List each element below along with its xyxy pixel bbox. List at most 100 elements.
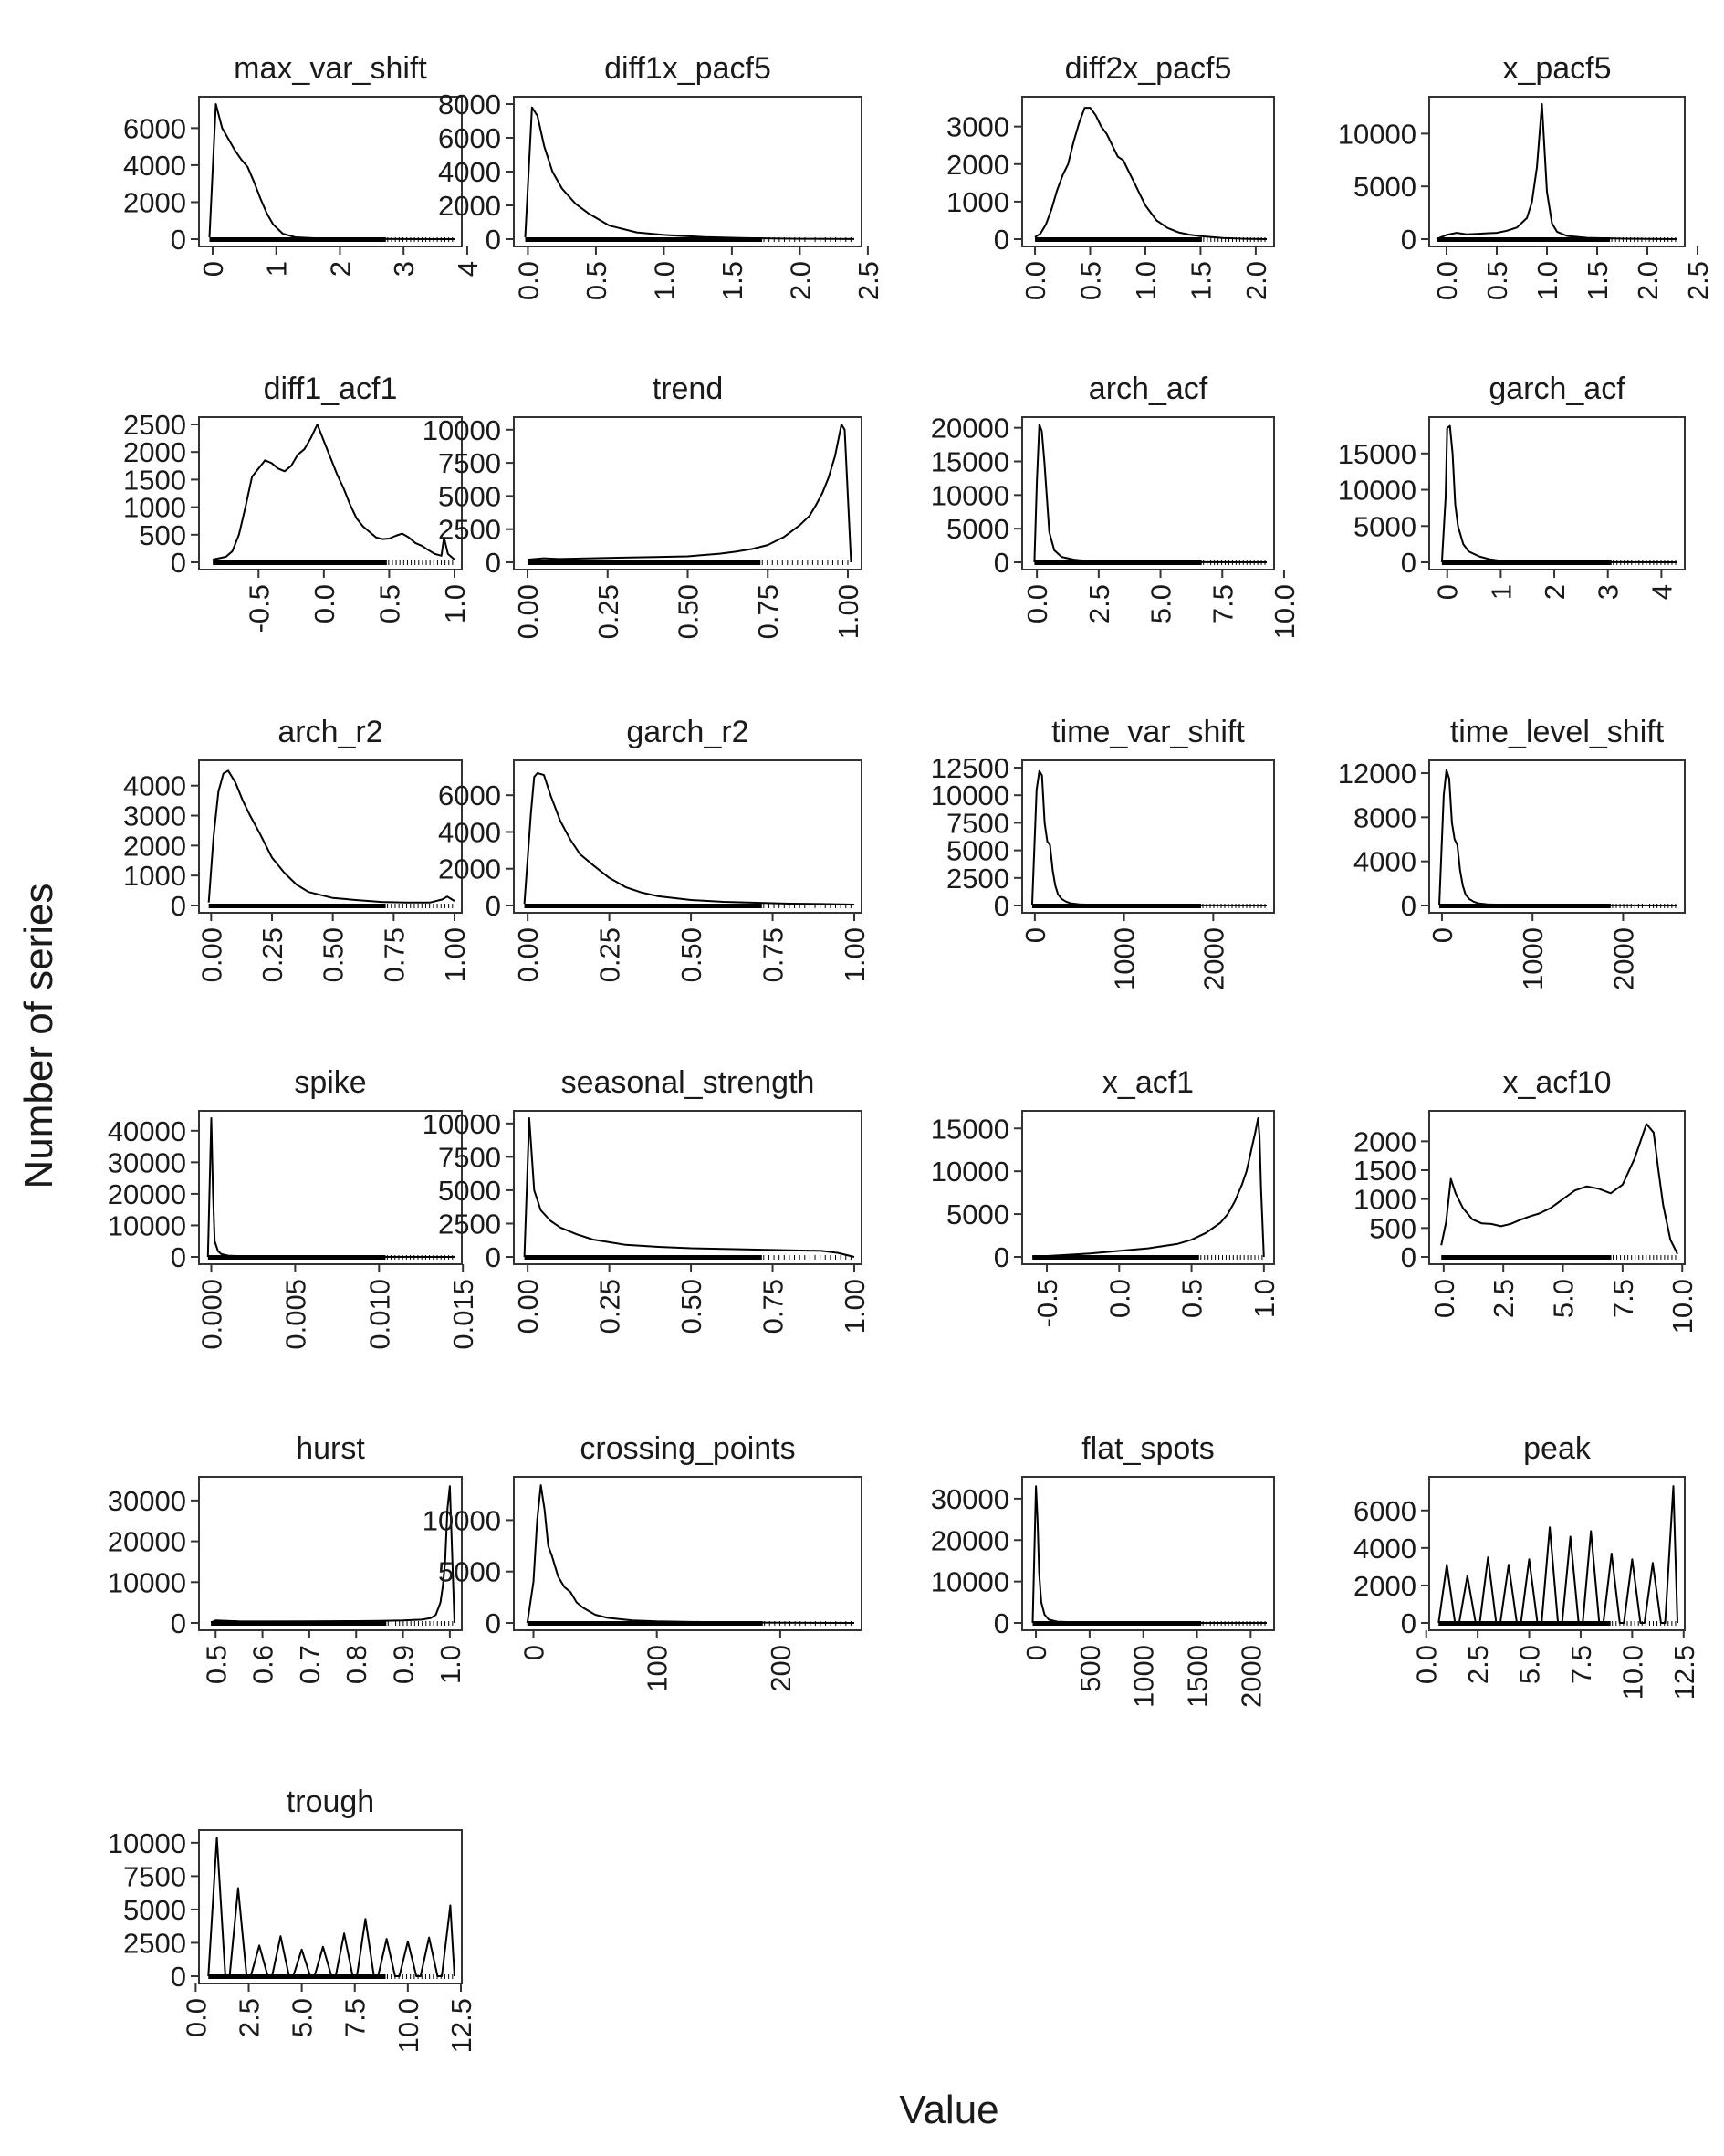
density-line (1030, 769, 1268, 906)
x-tick-label: 0.9 (388, 1645, 420, 1684)
panel-frame (1021, 416, 1275, 570)
y-tick-label: 0 (171, 547, 186, 579)
rug-dense (527, 1621, 763, 1626)
y-tick-label: 1500 (123, 464, 186, 496)
panel-frame (1428, 96, 1686, 247)
y-tick-label: 7500 (123, 1860, 186, 1892)
y-tick-label: 0 (994, 1241, 1009, 1273)
y-tick-label: 2000 (123, 436, 186, 468)
y-tick-label: 2000 (123, 186, 186, 218)
y-tick-label: 5000 (123, 1894, 186, 1926)
y-tick-label: 1500 (1353, 1155, 1416, 1187)
x-tick-label: 0.00 (512, 1279, 544, 1334)
y-tick-label: 6000 (123, 112, 186, 144)
y-tick-label: 12500 (931, 752, 1009, 784)
rug-marks (528, 560, 849, 565)
x-tick-label: 0.75 (758, 927, 789, 982)
y-tick-label: 5000 (438, 1556, 501, 1588)
x-tick-label: 1.5 (716, 261, 748, 300)
y-tick-label: 1000 (1353, 1184, 1416, 1216)
x-tick-label: 0.25 (594, 927, 626, 982)
y-tick-label: 0 (1401, 547, 1416, 579)
y-tick-label: 0 (994, 890, 1009, 922)
panel-frame (1021, 96, 1275, 247)
x-tick-label: 1.0 (648, 261, 680, 300)
x-tick-label: 0.0 (180, 1998, 212, 2037)
x-tick-label: 0.25 (594, 1279, 626, 1334)
x-tick-label: 2.0 (784, 261, 816, 300)
x-tick-label: 2.5 (1083, 584, 1115, 623)
rug-dense (211, 1621, 387, 1626)
x-tick-label: 2 (324, 261, 356, 277)
y-tick-label: 2000 (1353, 1125, 1416, 1157)
panel-title: diff1_acf1 (264, 372, 398, 406)
rug-dense (1032, 1255, 1199, 1260)
y-tick-label: 2000 (438, 190, 501, 222)
x-tick-label: 1.0 (1249, 1279, 1280, 1318)
y-tick-label: 10000 (423, 414, 501, 446)
rug-marks (208, 904, 454, 908)
x-tick-label: 0.25 (592, 584, 624, 639)
y-tick-label: 6000 (1353, 1495, 1416, 1527)
panel-title: hurst (296, 1431, 365, 1466)
x-tick-label: 1.00 (832, 584, 864, 639)
x-tick-label: -0.5 (1031, 1279, 1063, 1327)
x-tick-label: 100 (642, 1645, 674, 1692)
panel-title: diff2x_pacf5 (1065, 51, 1232, 86)
x-tick-label: 1.0 (439, 584, 471, 623)
density-line (1033, 424, 1268, 563)
y-tick-label: 10000 (931, 1566, 1009, 1598)
x-tick-label: 0.50 (673, 584, 705, 639)
y-tick-label: 10000 (1338, 118, 1416, 150)
x-tick-label: 0.0 (1019, 261, 1051, 300)
y-tick-label: 5000 (438, 1175, 501, 1207)
x-tick-label: 2000 (1607, 927, 1639, 990)
y-tick-label: 1000 (946, 186, 1009, 218)
panel-title: x_acf10 (1502, 1065, 1611, 1100)
x-tick-label: 1.00 (839, 927, 871, 982)
x-tick-label: 0.0 (1103, 1279, 1135, 1318)
density-line (210, 1485, 455, 1624)
y-tick-label: 15000 (1338, 438, 1416, 470)
y-tick-label: 2500 (123, 1927, 186, 1959)
y-tick-label: 8000 (1353, 801, 1416, 833)
y-tick-label: 2000 (123, 830, 186, 862)
y-tick-label: 20000 (931, 413, 1009, 445)
panel-title: garch_r2 (626, 715, 748, 749)
y-tick-label: 10000 (423, 1504, 501, 1536)
panel-frame (513, 759, 862, 914)
x-tick-label: 0.6 (247, 1645, 279, 1684)
y-tick-label: 3000 (946, 111, 1009, 143)
density-line (206, 1117, 455, 1258)
x-tick-label: 5.0 (1548, 1279, 1580, 1318)
panel-frame (1428, 759, 1686, 914)
x-tick-label: 0.75 (758, 1279, 789, 1334)
panel-diff2x-pacf5: diff2x_pacf5 0 1000 2000 3000 0.0 0.5 1.0 1.5 2.0 (946, 51, 1275, 300)
y-tick-label: 4000 (123, 770, 186, 802)
y-tick-label: 5000 (946, 835, 1009, 867)
panel-title: x_pacf5 (1502, 51, 1611, 86)
x-tick-label: 2.5 (1462, 1645, 1494, 1684)
x-tick-label: 0.25 (256, 927, 288, 982)
x-tick-label: 1.00 (439, 927, 471, 982)
panel-x-acf1: x_acf1 0 5000 10000 15000 -0.5 0.0 0.5 1.0 (931, 1065, 1280, 1327)
x-tick-label: 1000 (1128, 1645, 1160, 1708)
y-tick-label: 0 (486, 224, 501, 256)
panel-flat-spots: flat_spots 0 10000 20000 30000 0 500 1000 1500 20… (931, 1431, 1275, 1708)
x-tick-label: 0.0 (1411, 1645, 1443, 1684)
panel-frame (198, 96, 463, 247)
panel-frame (198, 1476, 463, 1631)
rug-marks (213, 560, 454, 565)
y-tick-label: 0 (486, 1607, 501, 1639)
x-tick-label: 4 (1646, 584, 1677, 600)
x-tick-label: 0.5 (200, 1645, 232, 1684)
panel-title: max_var_shift (234, 51, 427, 86)
density-line (523, 772, 855, 905)
y-tick-label: 0 (994, 547, 1009, 579)
y-tick-label: 5000 (1353, 510, 1416, 542)
x-tick-label: 7.5 (340, 1998, 371, 2037)
x-tick-label: 0.5 (373, 584, 405, 623)
rug-marks (1441, 1255, 1677, 1260)
